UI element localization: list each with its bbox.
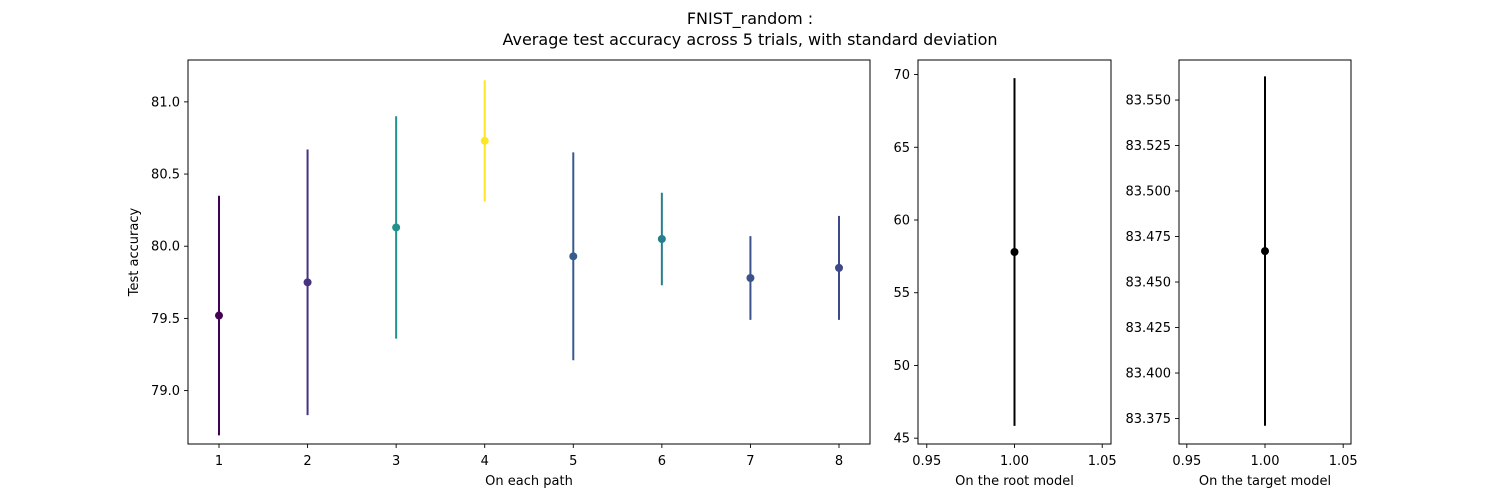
x-tick-label: 1.00: [1251, 454, 1280, 469]
x-tick-label: 1.05: [1329, 454, 1358, 469]
data-point: [392, 223, 401, 232]
data-point: [835, 263, 843, 272]
chart-paths: 1 2 3 4 5 6 7 8 79.0 79.5 80.0 80.5 81.0 On each path…: [127, 59, 871, 489]
charts: 1 2 3 4 5 6 7 879.079.580.080.581.0On each path…: [127, 59, 1358, 489]
axes-frame: [187, 59, 871, 445]
x-tick-label: 6: [658, 454, 666, 469]
y-tick-label: 83.400: [1126, 367, 1172, 382]
y-tick-label: 83.450: [1126, 276, 1172, 291]
data-point: [569, 252, 578, 261]
data-point: [657, 235, 666, 244]
x-tick-label: 1.00: [1000, 454, 1029, 469]
x-tick-label: 5: [569, 454, 577, 469]
data-point: [746, 273, 755, 282]
y-tick-label: 55: [893, 286, 910, 301]
x-tick-label: 8: [835, 454, 843, 469]
x-tick-label: 3: [392, 454, 400, 469]
data-point: [480, 136, 489, 145]
x-tick-label: 1.05: [1088, 454, 1117, 469]
x-axis-label: On the target model: [1199, 474, 1331, 489]
data-point: [215, 311, 223, 320]
y-tick-label: 83.375: [1126, 412, 1172, 427]
x-axis-label: On each path: [485, 474, 573, 489]
y-tick-label: 45: [893, 432, 910, 447]
y-tick-label: 79.5: [151, 312, 180, 327]
axes-frame: [917, 59, 1112, 445]
chart-root: 0.95 1.00 1.05 45 50 55 60 65 70 On the root mode…: [893, 59, 1117, 489]
y-tick-label: 50: [893, 359, 910, 374]
x-tick-label: 0.95: [1172, 454, 1201, 469]
y-tick-label: 83.525: [1126, 139, 1172, 154]
x-tick-label: 0.95: [912, 454, 941, 469]
axes-frame: [1178, 59, 1352, 445]
y-tick-label: 83.550: [1126, 94, 1172, 109]
data-point: [1261, 247, 1269, 256]
y-tick-label: 83.500: [1126, 185, 1172, 200]
x-axis-label: On the root model: [955, 474, 1074, 489]
x-tick-label: 1: [215, 454, 223, 469]
x-tick-label: 2: [303, 454, 311, 469]
y-tick-label: 80.0: [151, 240, 180, 255]
x-tick-label: 7: [746, 454, 754, 469]
figure-title-line2: Average test accuracy across 5 trials, w…: [502, 30, 997, 49]
y-axis-label: Test accuracy: [127, 208, 142, 298]
chart-target: 0.95 1.00 1.05 83.375 83.400 83.425 83.450 83.4…: [1126, 59, 1358, 489]
y-tick-label: 65: [893, 141, 910, 156]
y-tick-label: 70: [893, 68, 910, 83]
data-point: [1010, 248, 1019, 256]
y-tick-label: 81.0: [151, 95, 180, 110]
y-tick-label: 83.425: [1126, 321, 1172, 336]
y-tick-label: 79.0: [151, 384, 180, 399]
data-point: [303, 278, 312, 287]
y-tick-label: 83.475: [1126, 230, 1172, 245]
figure-title-line1: FNIST_random :: [687, 9, 813, 29]
x-tick-label: 4: [481, 454, 489, 469]
y-tick-label: 80.5: [151, 168, 180, 183]
y-tick-label: 60: [893, 214, 910, 229]
